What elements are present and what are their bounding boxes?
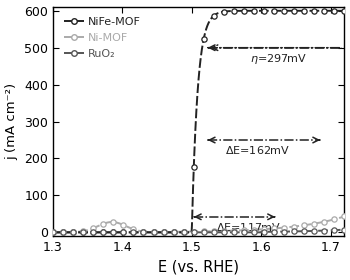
Legend: NiFe-MOF, Ni-MOF, RuO₂: NiFe-MOF, Ni-MOF, RuO₂ [62, 15, 143, 62]
Text: $\eta$=297mV: $\eta$=297mV [250, 52, 307, 66]
Text: $\Delta$E=162mV: $\Delta$E=162mV [225, 144, 290, 157]
X-axis label: E (vs. RHE): E (vs. RHE) [158, 260, 239, 274]
Text: $\Delta$E=117mV: $\Delta$E=117mV [216, 221, 281, 232]
Y-axis label: j (mA cm⁻²): j (mA cm⁻²) [6, 83, 19, 160]
